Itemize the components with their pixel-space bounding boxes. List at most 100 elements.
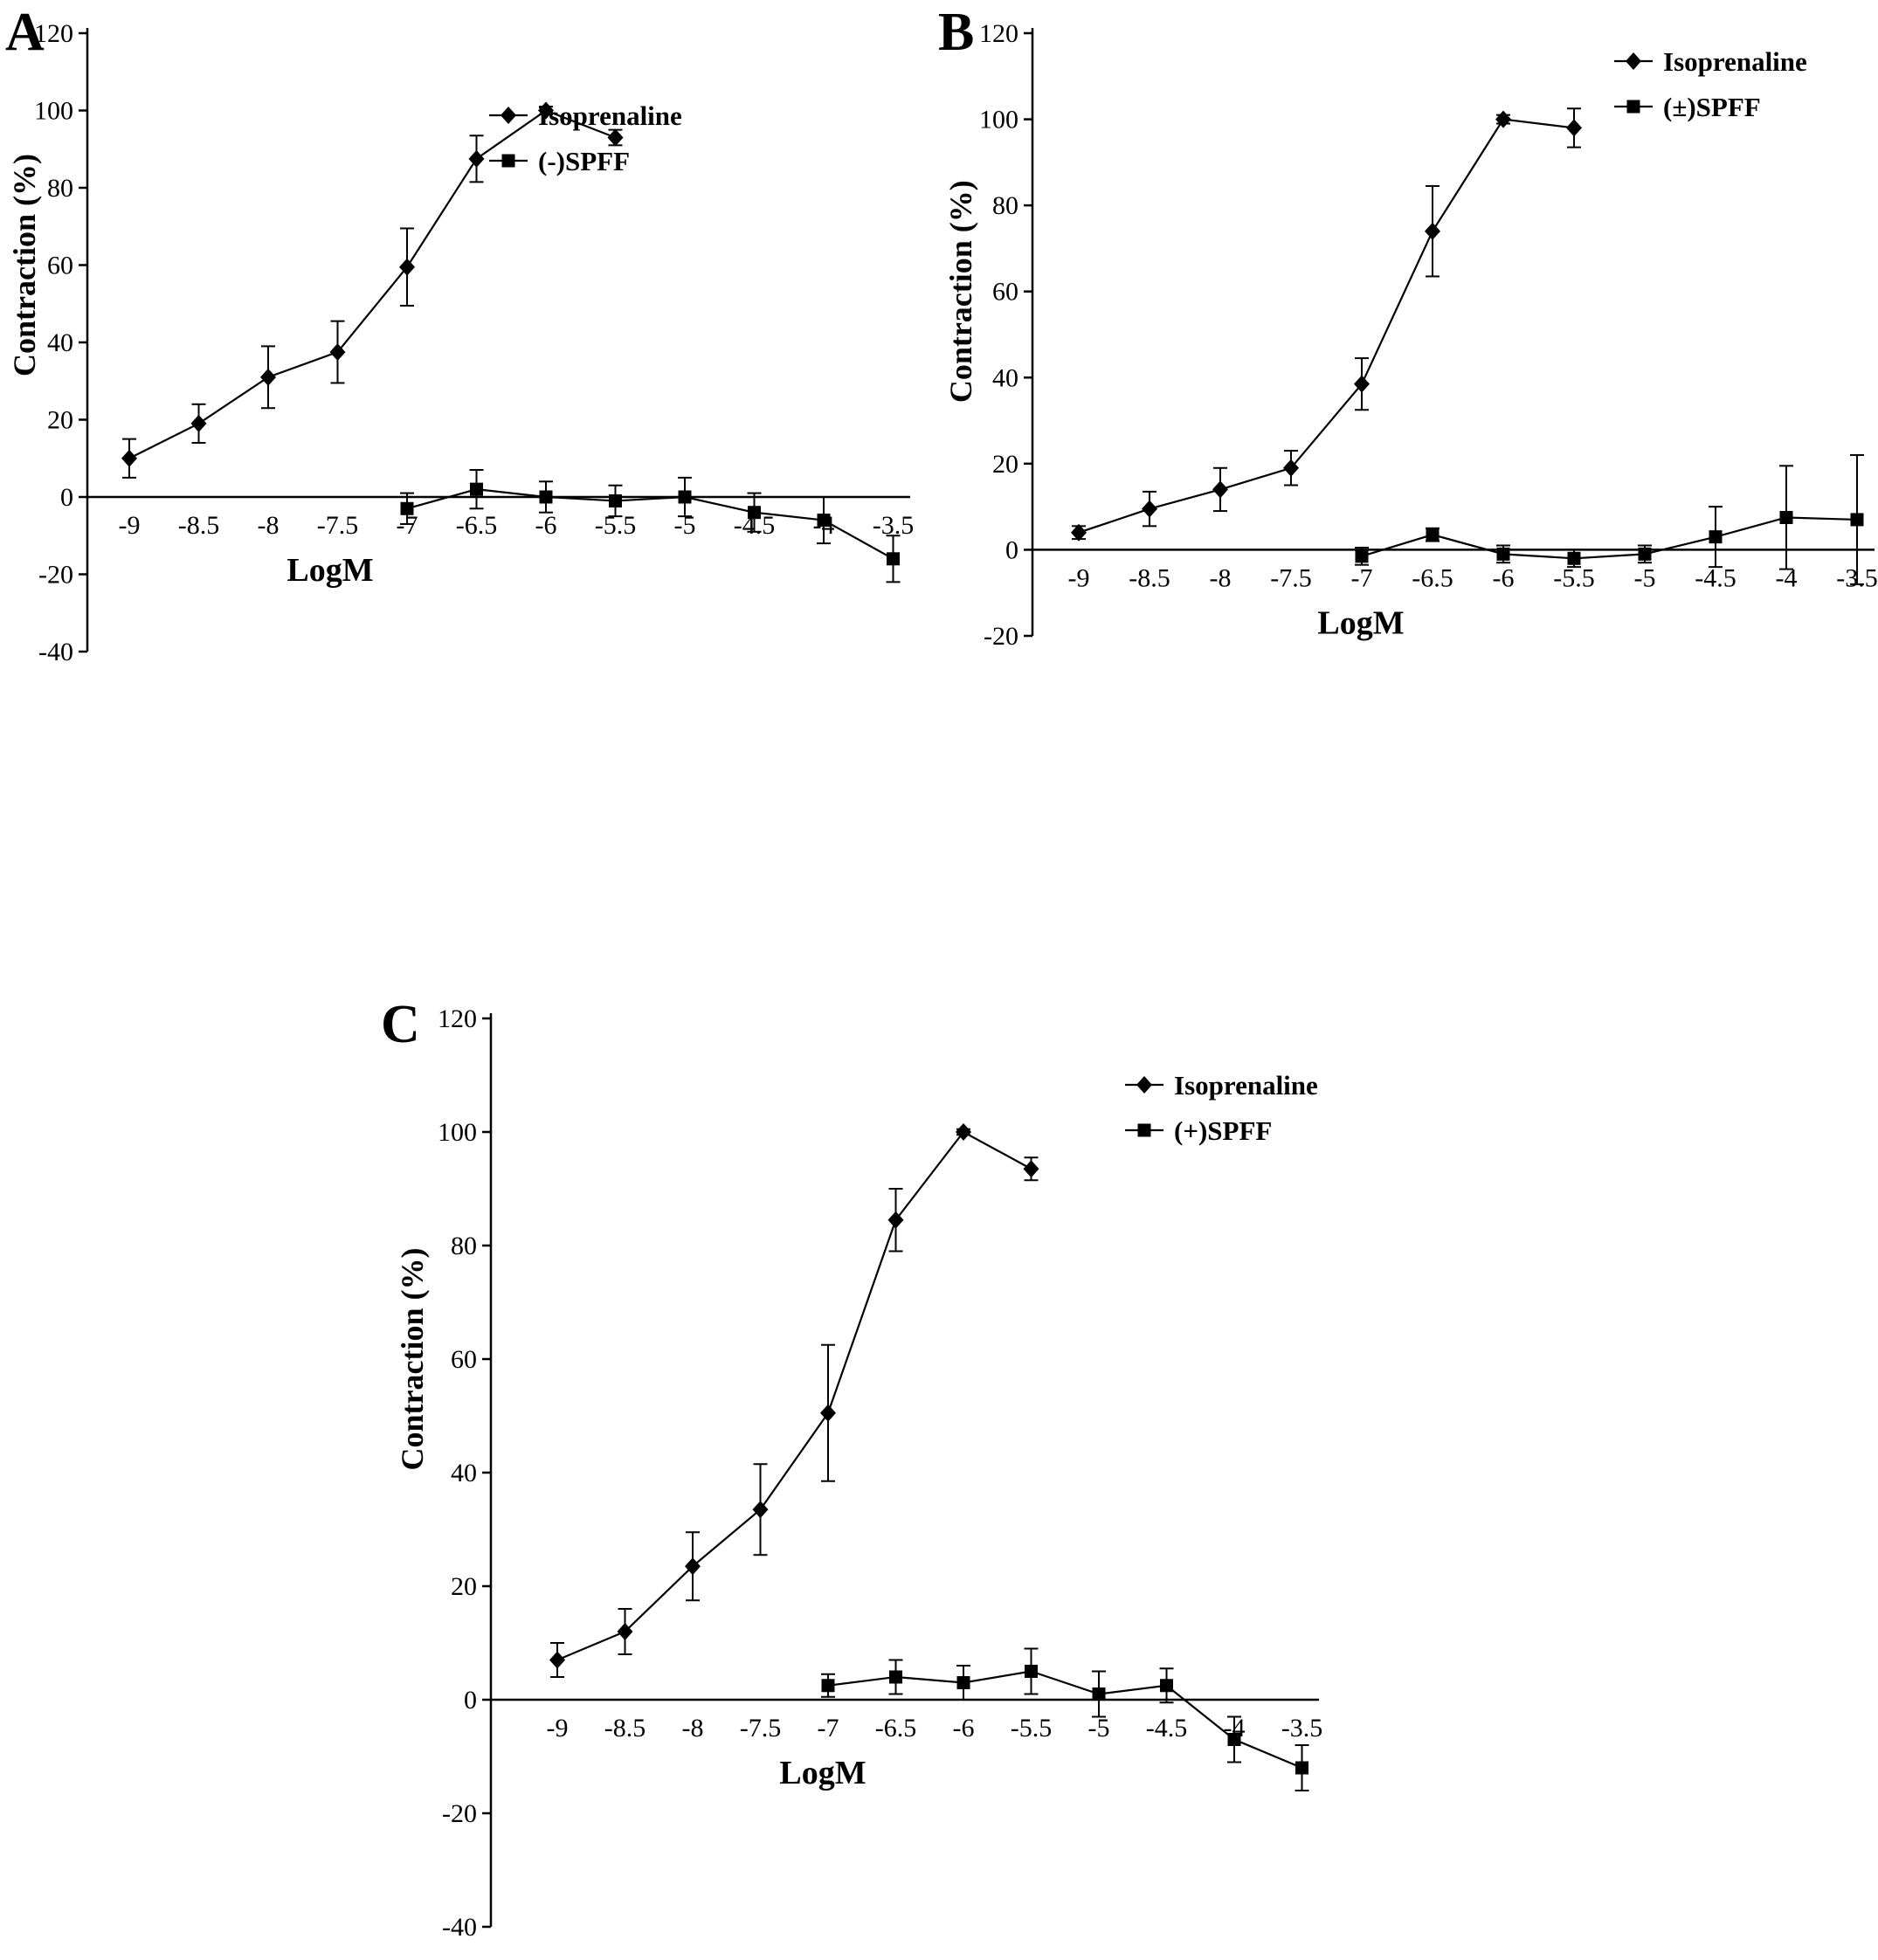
y-axis-title: Contraction (%)	[7, 154, 42, 376]
legend-item: (±)SPFF	[1614, 92, 1761, 122]
x-tick-label: -7	[1351, 563, 1373, 592]
y-tick-label: 0	[60, 483, 73, 512]
y-tick-label: 120	[34, 19, 73, 48]
marker-square-icon	[1496, 547, 1510, 561]
y-tick-label: 80	[992, 191, 1018, 220]
x-tick-label: -8.5	[178, 511, 220, 540]
x-tick-label: -7.5	[1270, 563, 1312, 592]
legend-item: Isoprenaline	[1614, 46, 1807, 77]
marker-square-icon	[1025, 1665, 1038, 1678]
series-line	[827, 1670, 1302, 1770]
marker-square-icon	[1850, 513, 1864, 527]
legend-item: Isoprenaline	[489, 100, 682, 131]
x-tick-label: -4.5	[1695, 563, 1736, 592]
marker-diamond-icon	[752, 1501, 769, 1519]
x-tick-label: -9	[547, 1714, 569, 1743]
marker-square-icon	[1295, 1761, 1308, 1775]
y-tick-label: 20	[992, 450, 1018, 479]
marker-square-icon	[887, 552, 900, 566]
x-tick-label: -7	[818, 1714, 839, 1743]
marker-diamond-icon	[260, 368, 276, 386]
legend-label: (+)SPFF	[1174, 1115, 1272, 1146]
marker-square-icon	[1626, 100, 1640, 114]
y-tick-label: 60	[451, 1345, 477, 1374]
y-tick-label: 100	[34, 97, 73, 126]
legend-label: (±)SPFF	[1663, 92, 1761, 122]
marker-square-icon	[1426, 528, 1440, 542]
y-tick-label: -20	[984, 622, 1018, 651]
marker-square-icon	[1227, 1733, 1241, 1746]
panel-a-letter: A	[5, 3, 45, 62]
marker-square-icon	[470, 482, 483, 496]
marker-square-icon	[1160, 1679, 1173, 1693]
marker-square-icon	[539, 490, 553, 504]
marker-diamond-icon	[956, 1123, 971, 1141]
marker-diamond-icon	[685, 1557, 701, 1576]
legend: Isoprenaline (±)SPFF	[1614, 46, 1807, 122]
y-tick-label: -40	[442, 1913, 477, 1942]
series-line	[128, 109, 616, 459]
y-tick-label: 60	[992, 278, 1018, 307]
marker-square-icon	[678, 490, 692, 504]
panel-a: A -40 -20 0 20 40 60 80 100 120 -9 -8.5 -8 -7.5 -7 -6.…	[0, 0, 926, 961]
panel-b-letter: B	[938, 3, 975, 62]
series-line	[556, 1130, 1032, 1661]
y-tick-label: 0	[1005, 535, 1018, 564]
series-spff	[821, 1647, 1309, 1791]
marker-diamond-icon	[1495, 110, 1511, 128]
marker-square-icon	[1709, 530, 1723, 544]
marker-diamond-icon	[1142, 500, 1157, 518]
y-tick-label: -20	[38, 561, 73, 590]
y-tick-label: 40	[451, 1459, 477, 1487]
series-line	[1361, 516, 1858, 560]
legend: Isoprenaline (-)SPFF	[489, 100, 682, 176]
y-tick-label: 20	[47, 406, 73, 435]
marker-square-icon	[956, 1676, 970, 1689]
marker-square-icon	[821, 1679, 835, 1693]
y-tick-label: 40	[47, 328, 73, 357]
panel-b-chart: -20 0 20 40 60 80 100 120 -9 -8.5 -8 -7.5 -7 -6.5 -6 -5…	[943, 19, 1878, 651]
marker-diamond-icon	[617, 1623, 633, 1640]
series-line	[406, 488, 894, 560]
x-tick-label: -3.5	[1281, 1714, 1323, 1743]
marker-square-icon	[1567, 551, 1581, 565]
x-tick-label: -7.5	[317, 511, 359, 540]
marker-diamond-icon	[1212, 480, 1228, 499]
marker-square-icon	[400, 501, 414, 515]
panel-b: B -20 0 20 40 60 80 100 120 -9 -8.5 -8 -7.5 -7 -6.5 -6…	[935, 0, 1878, 961]
marker-square-icon	[609, 493, 622, 507]
marker-diamond-icon	[1626, 52, 1641, 70]
x-axis-title: LogM	[287, 552, 373, 589]
y-axis-title: Contraction (%)	[943, 180, 978, 403]
x-tick-label: -6	[1493, 563, 1515, 592]
marker-diamond-icon	[549, 1651, 565, 1669]
series-spff	[400, 469, 901, 583]
marker-diamond-icon	[1425, 222, 1440, 240]
panel-c: C -40 -20 0 20 40 60 80 100 120 -9 -8.5 -8 -7.5 -7 -6.…	[367, 987, 1459, 1960]
panel-c-letter: C	[381, 995, 420, 1054]
y-axis-title: Contraction (%)	[395, 1248, 430, 1471]
marker-diamond-icon	[820, 1404, 836, 1422]
x-tick-label: -5	[1634, 563, 1656, 592]
marker-square-icon	[1137, 1123, 1151, 1137]
x-tick-label: -8.5	[604, 1714, 646, 1743]
y-tick-label: 80	[47, 174, 73, 203]
legend-item: (-)SPFF	[489, 146, 630, 176]
y-tick-label: 80	[451, 1232, 477, 1260]
y-tick-label: 60	[47, 252, 73, 280]
marker-square-icon	[889, 1670, 902, 1684]
y-tick-label: 100	[979, 106, 1018, 135]
marker-square-icon	[1638, 547, 1652, 561]
marker-diamond-icon	[190, 414, 207, 432]
y-tick-label: 100	[438, 1118, 477, 1147]
x-tick-label: -5.5	[1553, 563, 1595, 592]
x-tick-label: -6.5	[456, 511, 498, 540]
x-tick-label: -8	[682, 1714, 704, 1743]
marker-square-icon	[501, 154, 515, 168]
y-tick-label: 20	[451, 1572, 477, 1601]
marker-diamond-icon	[887, 1211, 904, 1229]
x-axis-title: LogM	[779, 1755, 866, 1791]
x-tick-label: -9	[1068, 563, 1090, 592]
